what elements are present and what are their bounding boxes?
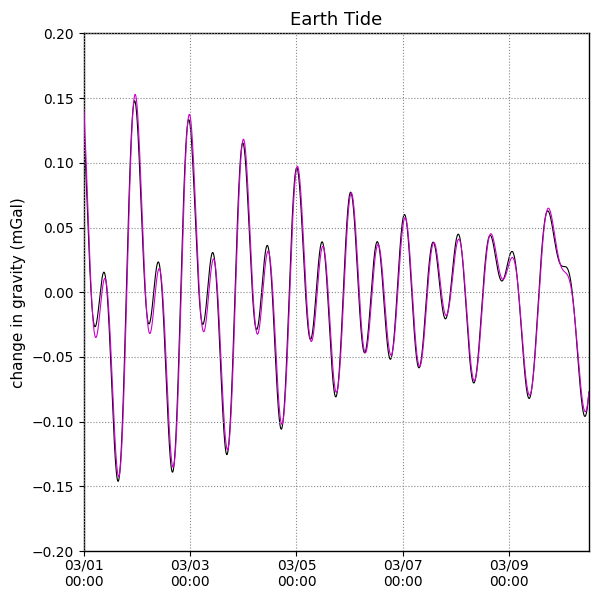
Y-axis label: change in gravity (mGal): change in gravity (mGal) bbox=[11, 197, 26, 388]
Title: Earth Tide: Earth Tide bbox=[290, 11, 382, 29]
